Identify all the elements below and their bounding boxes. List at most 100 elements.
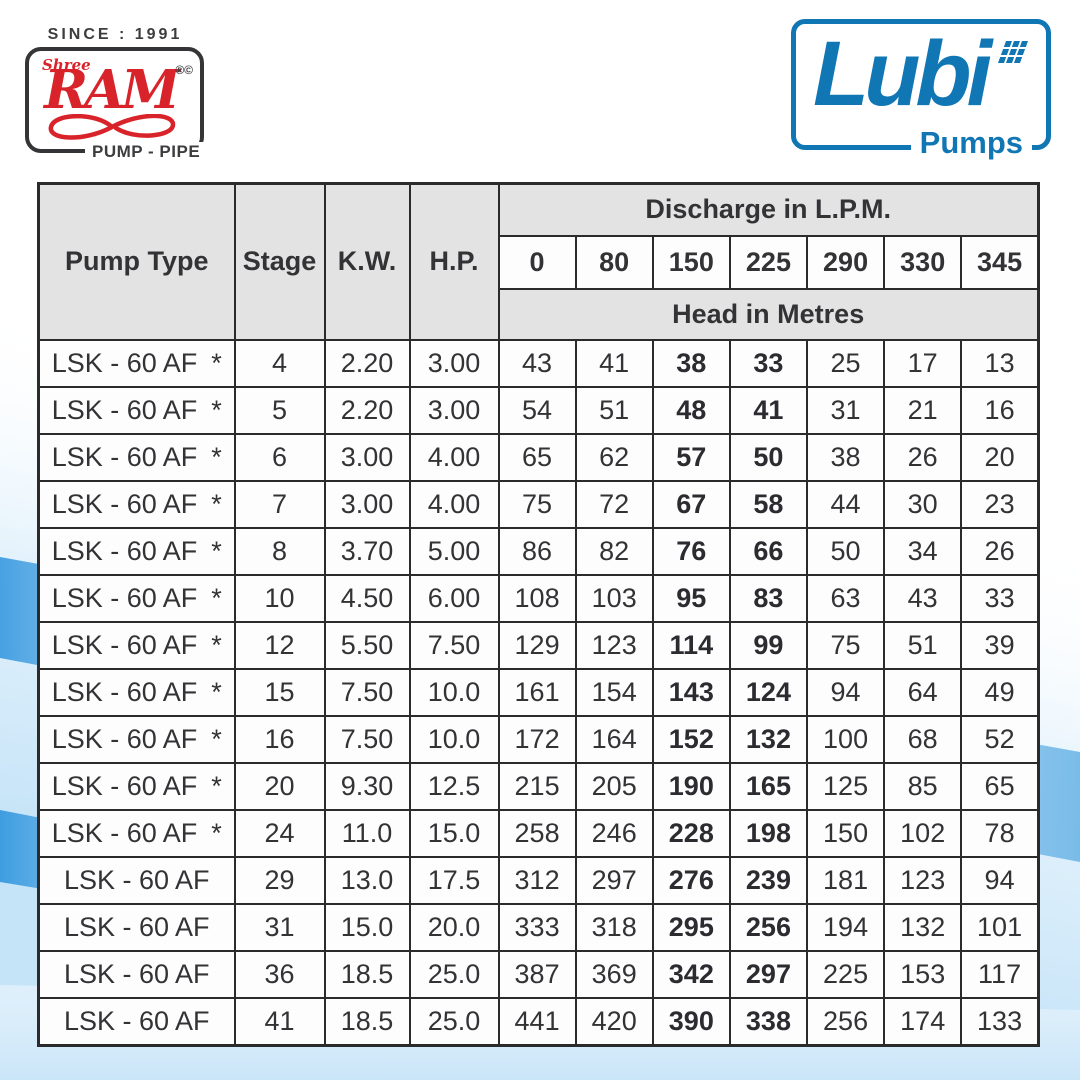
table-row: LSK - 60 AF * 16 7.50 10.0 172 164 152 132 100 68 5… xyxy=(37,715,1040,765)
head-value-cell: 48 xyxy=(651,385,731,435)
pump-type-cell: LSK - 60 AF xyxy=(37,856,236,906)
kw-cell: 18.5 xyxy=(323,950,411,1000)
head-value-cell: 342 xyxy=(651,950,731,1000)
kw-cell: 3.00 xyxy=(323,432,411,482)
asterisk-mark: * xyxy=(211,818,222,849)
shree-text: Shree xyxy=(42,56,91,74)
head-value-cell: 123 xyxy=(883,856,963,906)
head-value-cell: 72 xyxy=(574,479,654,529)
head-value-cell: 33 xyxy=(960,573,1040,623)
discharge-value-cell: 225 xyxy=(728,234,809,290)
registered-copyright-marks: ®© xyxy=(175,63,193,77)
head-value-cell: 133 xyxy=(960,997,1040,1047)
head-value-cell: 132 xyxy=(883,903,963,953)
head-value-cell: 125 xyxy=(805,762,886,812)
hp-cell: 6.00 xyxy=(408,573,500,623)
pump-type-cell: LSK - 60 AF xyxy=(37,950,236,1000)
table-row: LSK - 60 AF * 8 3.70 5.00 86 82 76 66 50 34 26 xyxy=(37,526,1040,576)
col-header-stage: Stage xyxy=(233,182,326,341)
head-value-cell: 16 xyxy=(960,385,1040,435)
asterisk-mark: * xyxy=(211,582,222,613)
table-row: LSK - 60 AF * 4 2.20 3.00 43 41 38 33 25 17 13 xyxy=(37,338,1040,388)
head-value-cell: 31 xyxy=(805,385,886,435)
asterisk-mark: * xyxy=(211,394,222,425)
pump-type-name: LSK - 60 AF xyxy=(63,1006,210,1037)
pump-type-cell: LSK - 60 AF * xyxy=(37,715,236,765)
pump-type-cell: LSK - 60 AF * xyxy=(37,526,236,576)
head-value-cell: 94 xyxy=(805,667,886,718)
stage-cell: 10 xyxy=(233,573,326,623)
head-value-cell: 20 xyxy=(960,432,1040,482)
pump-type-cell: LSK - 60 AF * xyxy=(37,432,236,482)
head-value-cell: 17 xyxy=(883,338,963,388)
head-value-cell: 38 xyxy=(805,432,886,482)
head-value-cell: 65 xyxy=(960,762,1040,812)
head-value-cell: 205 xyxy=(574,762,654,812)
head-value-cell: 108 xyxy=(497,573,577,623)
pump-pipe-text: PUMP - PIPE xyxy=(85,142,208,162)
hp-cell: 10.0 xyxy=(408,667,500,718)
head-value-cell: 75 xyxy=(497,479,577,529)
hp-cell: 25.0 xyxy=(408,997,500,1047)
kw-cell: 9.30 xyxy=(323,762,411,812)
hp-cell: 3.00 xyxy=(408,338,500,388)
ram-flourish-icon xyxy=(48,114,176,140)
pump-type-cell: LSK - 60 AF * xyxy=(37,479,236,529)
pump-type-cell: LSK - 60 AF xyxy=(37,903,236,953)
head-value-cell: 114 xyxy=(651,620,731,671)
hp-cell: 15.0 xyxy=(408,809,500,859)
pump-spec-table: Pump Type Stage K.W. H.P. Discharge in L… xyxy=(37,182,1040,1047)
kw-cell: 15.0 xyxy=(323,903,411,953)
pump-type-name: LSK - 60 AF xyxy=(51,771,198,802)
head-value-cell: 51 xyxy=(574,385,654,435)
ram-wordmark: RAM xyxy=(44,59,180,121)
stage-cell: 12 xyxy=(233,620,326,671)
hp-cell: 4.00 xyxy=(408,432,500,482)
hp-cell: 7.50 xyxy=(408,620,500,671)
spec-table-head: Pump Type Stage K.W. H.P. Discharge in L… xyxy=(37,182,1040,341)
hp-cell: 5.00 xyxy=(408,526,500,576)
head-value-cell: 161 xyxy=(497,667,577,718)
asterisk-mark: * xyxy=(211,629,222,660)
kw-cell: 11.0 xyxy=(323,809,411,859)
col-header-kw: K.W. xyxy=(323,182,411,341)
lubi-pumps-logo: Lubi Pumps xyxy=(791,19,1051,165)
table-row: LSK - 60 AF 29 13.0 17.5 312 297 276 239 181 123 9… xyxy=(37,856,1040,906)
head-value-cell: 174 xyxy=(883,997,963,1047)
table-row: LSK - 60 AF * 20 9.30 12.5 215 205 190 165 125 85 6… xyxy=(37,762,1040,812)
kw-cell: 7.50 xyxy=(323,667,411,718)
head-value-cell: 165 xyxy=(728,762,809,812)
head-value-cell: 256 xyxy=(805,997,886,1047)
stage-cell: 7 xyxy=(233,479,326,529)
head-value-cell: 297 xyxy=(574,856,654,906)
stage-cell: 36 xyxy=(233,950,326,1000)
kw-cell: 2.20 xyxy=(323,338,411,388)
hp-cell: 12.5 xyxy=(408,762,500,812)
head-value-cell: 215 xyxy=(497,762,577,812)
discharge-value-cell: 150 xyxy=(651,234,731,290)
head-value-cell: 276 xyxy=(651,856,731,906)
head-value-cell: 441 xyxy=(497,997,577,1047)
kw-cell: 18.5 xyxy=(323,997,411,1047)
head-value-cell: 63 xyxy=(805,573,886,623)
pump-type-name: LSK - 60 AF xyxy=(51,394,198,425)
head-value-cell: 181 xyxy=(805,856,886,906)
head-value-cell: 41 xyxy=(728,385,809,435)
head-value-cell: 129 xyxy=(497,620,577,671)
head-value-cell: 172 xyxy=(497,715,577,765)
head-value-cell: 390 xyxy=(651,997,731,1047)
head-value-cell: 318 xyxy=(574,903,654,953)
pumps-text: Pumps xyxy=(910,125,1032,161)
pump-type-name: LSK - 60 AF xyxy=(51,818,198,849)
head-value-cell: 100 xyxy=(805,715,886,765)
head-value-cell: 239 xyxy=(728,856,809,906)
stage-cell: 15 xyxy=(233,667,326,718)
discharge-value-cell: 345 xyxy=(960,234,1040,290)
kw-cell: 13.0 xyxy=(323,856,411,906)
head-value-cell: 78 xyxy=(960,809,1040,859)
kw-cell: 7.50 xyxy=(323,715,411,765)
table-row: LSK - 60 AF * 24 11.0 15.0 258 246 228 198 150 102… xyxy=(37,809,1040,859)
head-value-cell: 387 xyxy=(497,950,577,1000)
head-value-cell: 65 xyxy=(497,432,577,482)
table-row: LSK - 60 AF 41 18.5 25.0 441 420 390 338 256 174 1… xyxy=(37,997,1040,1047)
